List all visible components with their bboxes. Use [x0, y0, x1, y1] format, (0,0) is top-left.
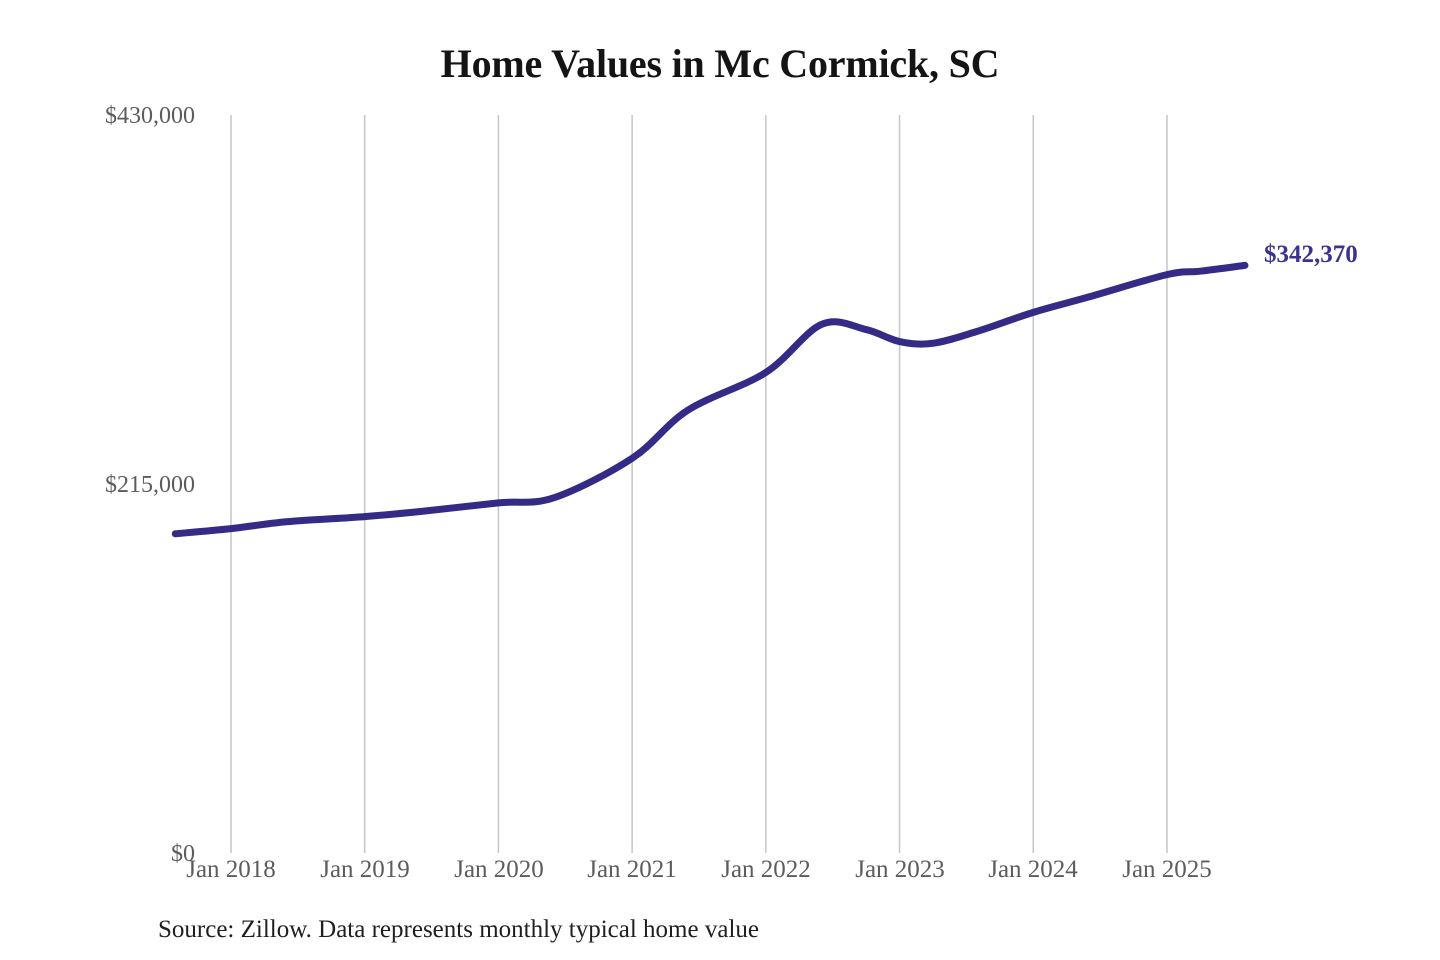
gridlines	[230, 115, 1168, 853]
x-axis-tick-label-jan-2024: Jan 2024	[988, 856, 1078, 883]
source-note: Source: Zillow. Data represents monthly …	[158, 916, 759, 943]
x-axis-tick-label-jan-2022: Jan 2022	[721, 856, 811, 883]
y-axis-tick-label-top: $430,000	[105, 103, 195, 129]
x-axis-tick-label-jan-2021: Jan 2021	[587, 856, 677, 883]
end-point-value-label: $342,370	[1263, 241, 1358, 269]
series-line-typical-home-value	[171, 261, 1249, 538]
x-axis-tick-label-jan-2018: Jan 2018	[186, 856, 276, 883]
x-axis-tick-label-jan-2025: Jan 2025	[1122, 856, 1212, 883]
y-axis-tick-label-mid: $215,000	[105, 472, 195, 498]
chart-title: Home Values in Mc Cormick, SC	[440, 41, 1000, 86]
x-axis-tick-label-jan-2020: Jan 2020	[454, 856, 544, 883]
y-axis-tick-label-bottom: $0	[171, 841, 195, 867]
x-axis-tick-label-jan-2019: Jan 2019	[320, 856, 410, 883]
x-axis-tick-label-jan-2023: Jan 2023	[855, 856, 945, 883]
